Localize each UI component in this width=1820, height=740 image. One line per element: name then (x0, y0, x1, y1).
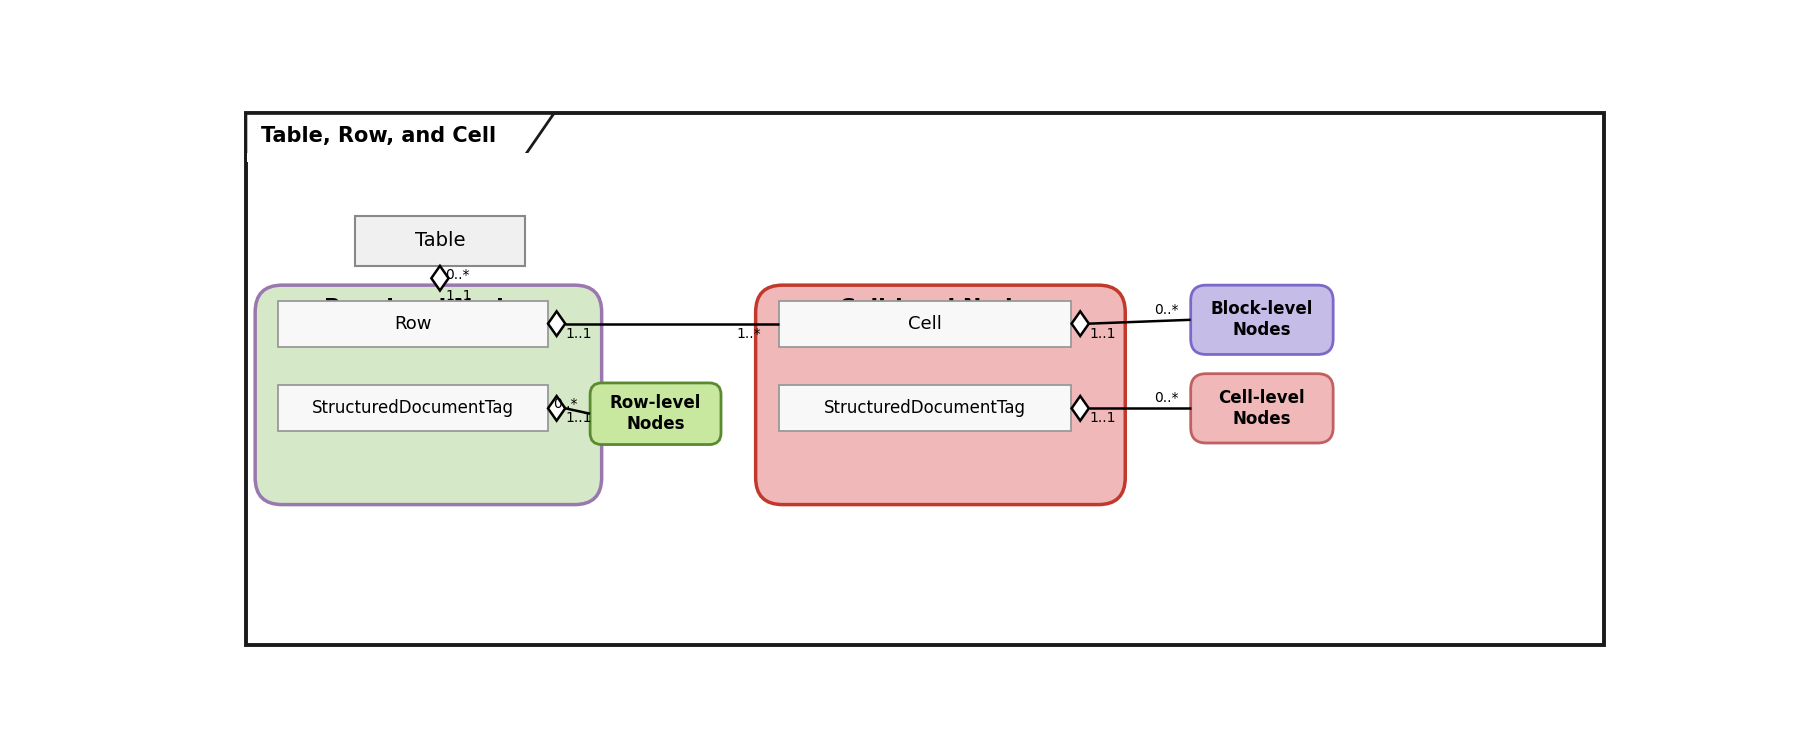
Bar (278, 300, 548, 347)
Text: 1..1: 1..1 (566, 327, 592, 340)
Bar (355, 216, 524, 266)
Text: 1..1: 1..1 (446, 289, 471, 303)
Text: 0..*: 0..* (1154, 303, 1178, 317)
Text: StructuredDocumentTag: StructuredDocumentTag (824, 400, 1026, 417)
Bar (248, 152, 553, 162)
FancyBboxPatch shape (1190, 285, 1332, 354)
Text: StructuredDocumentTag: StructuredDocumentTag (311, 400, 513, 417)
Text: Row-level
Nodes: Row-level Nodes (610, 394, 701, 433)
FancyBboxPatch shape (1190, 374, 1332, 443)
Bar (278, 386, 548, 431)
Text: 1..1: 1..1 (566, 411, 592, 426)
Bar (779, 386, 1072, 431)
Text: 0..*: 0..* (1154, 391, 1178, 406)
Text: 1..1: 1..1 (1090, 411, 1116, 426)
Bar (779, 300, 1072, 347)
Polygon shape (1072, 396, 1088, 420)
Text: Cell-level
Nodes: Cell-level Nodes (1219, 389, 1305, 428)
FancyBboxPatch shape (255, 285, 602, 505)
Text: 0..*: 0..* (446, 268, 470, 282)
Polygon shape (431, 266, 448, 291)
Text: Table: Table (415, 232, 466, 250)
Text: Block-level
Nodes: Block-level Nodes (1210, 300, 1312, 339)
Text: 1..*: 1..* (737, 327, 761, 340)
Text: 1..1: 1..1 (1090, 327, 1116, 340)
Polygon shape (246, 113, 553, 158)
FancyBboxPatch shape (755, 285, 1125, 505)
Polygon shape (548, 312, 566, 336)
Polygon shape (548, 396, 566, 420)
Text: Row-level Nodes: Row-level Nodes (324, 298, 533, 318)
Text: 0..*: 0..* (553, 397, 577, 411)
Text: Table, Row, and Cell: Table, Row, and Cell (262, 126, 497, 146)
Text: Cell-level Nodes: Cell-level Nodes (839, 298, 1041, 318)
Text: Cell: Cell (908, 314, 943, 333)
FancyBboxPatch shape (590, 383, 721, 445)
Text: Row: Row (395, 314, 431, 333)
Polygon shape (1072, 312, 1088, 336)
